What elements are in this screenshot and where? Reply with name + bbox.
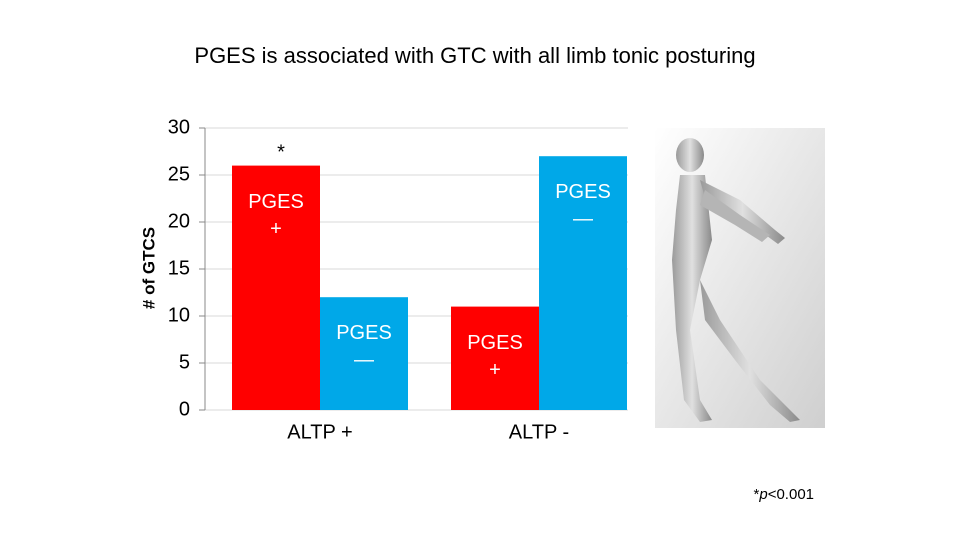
- x-tick-label: ALTP -: [509, 421, 569, 443]
- footnote-part: p: [758, 486, 767, 503]
- bar-label: PGES +: [248, 190, 304, 240]
- bar-label: PGES +: [467, 331, 523, 381]
- footnote-part: <0.001: [768, 486, 814, 503]
- y-axis-label: # of GTCS: [139, 227, 158, 309]
- chart-title: PGES is associated with GTC with all lim…: [194, 43, 755, 68]
- bar: [320, 297, 408, 410]
- bar: [451, 306, 539, 410]
- bar-label: PGES —: [555, 181, 611, 231]
- bar-label: PGES —: [336, 322, 392, 372]
- footnote: *p<0.001: [754, 486, 814, 503]
- bar: [232, 165, 320, 410]
- y-tick-label: 0: [179, 398, 190, 420]
- y-tick-label: 10: [168, 304, 190, 326]
- y-tick-label: 25: [168, 163, 190, 185]
- bar: [539, 156, 627, 410]
- y-tick-label: 30: [168, 116, 190, 138]
- y-tick-label: 5: [179, 351, 190, 373]
- figure-image: [655, 128, 825, 428]
- annotation: *: [277, 141, 285, 163]
- y-tick-label: 20: [168, 210, 190, 232]
- y-tick-label: 15: [168, 257, 190, 279]
- footnote-part: *: [754, 486, 760, 503]
- x-tick-label: ALTP +: [287, 421, 352, 443]
